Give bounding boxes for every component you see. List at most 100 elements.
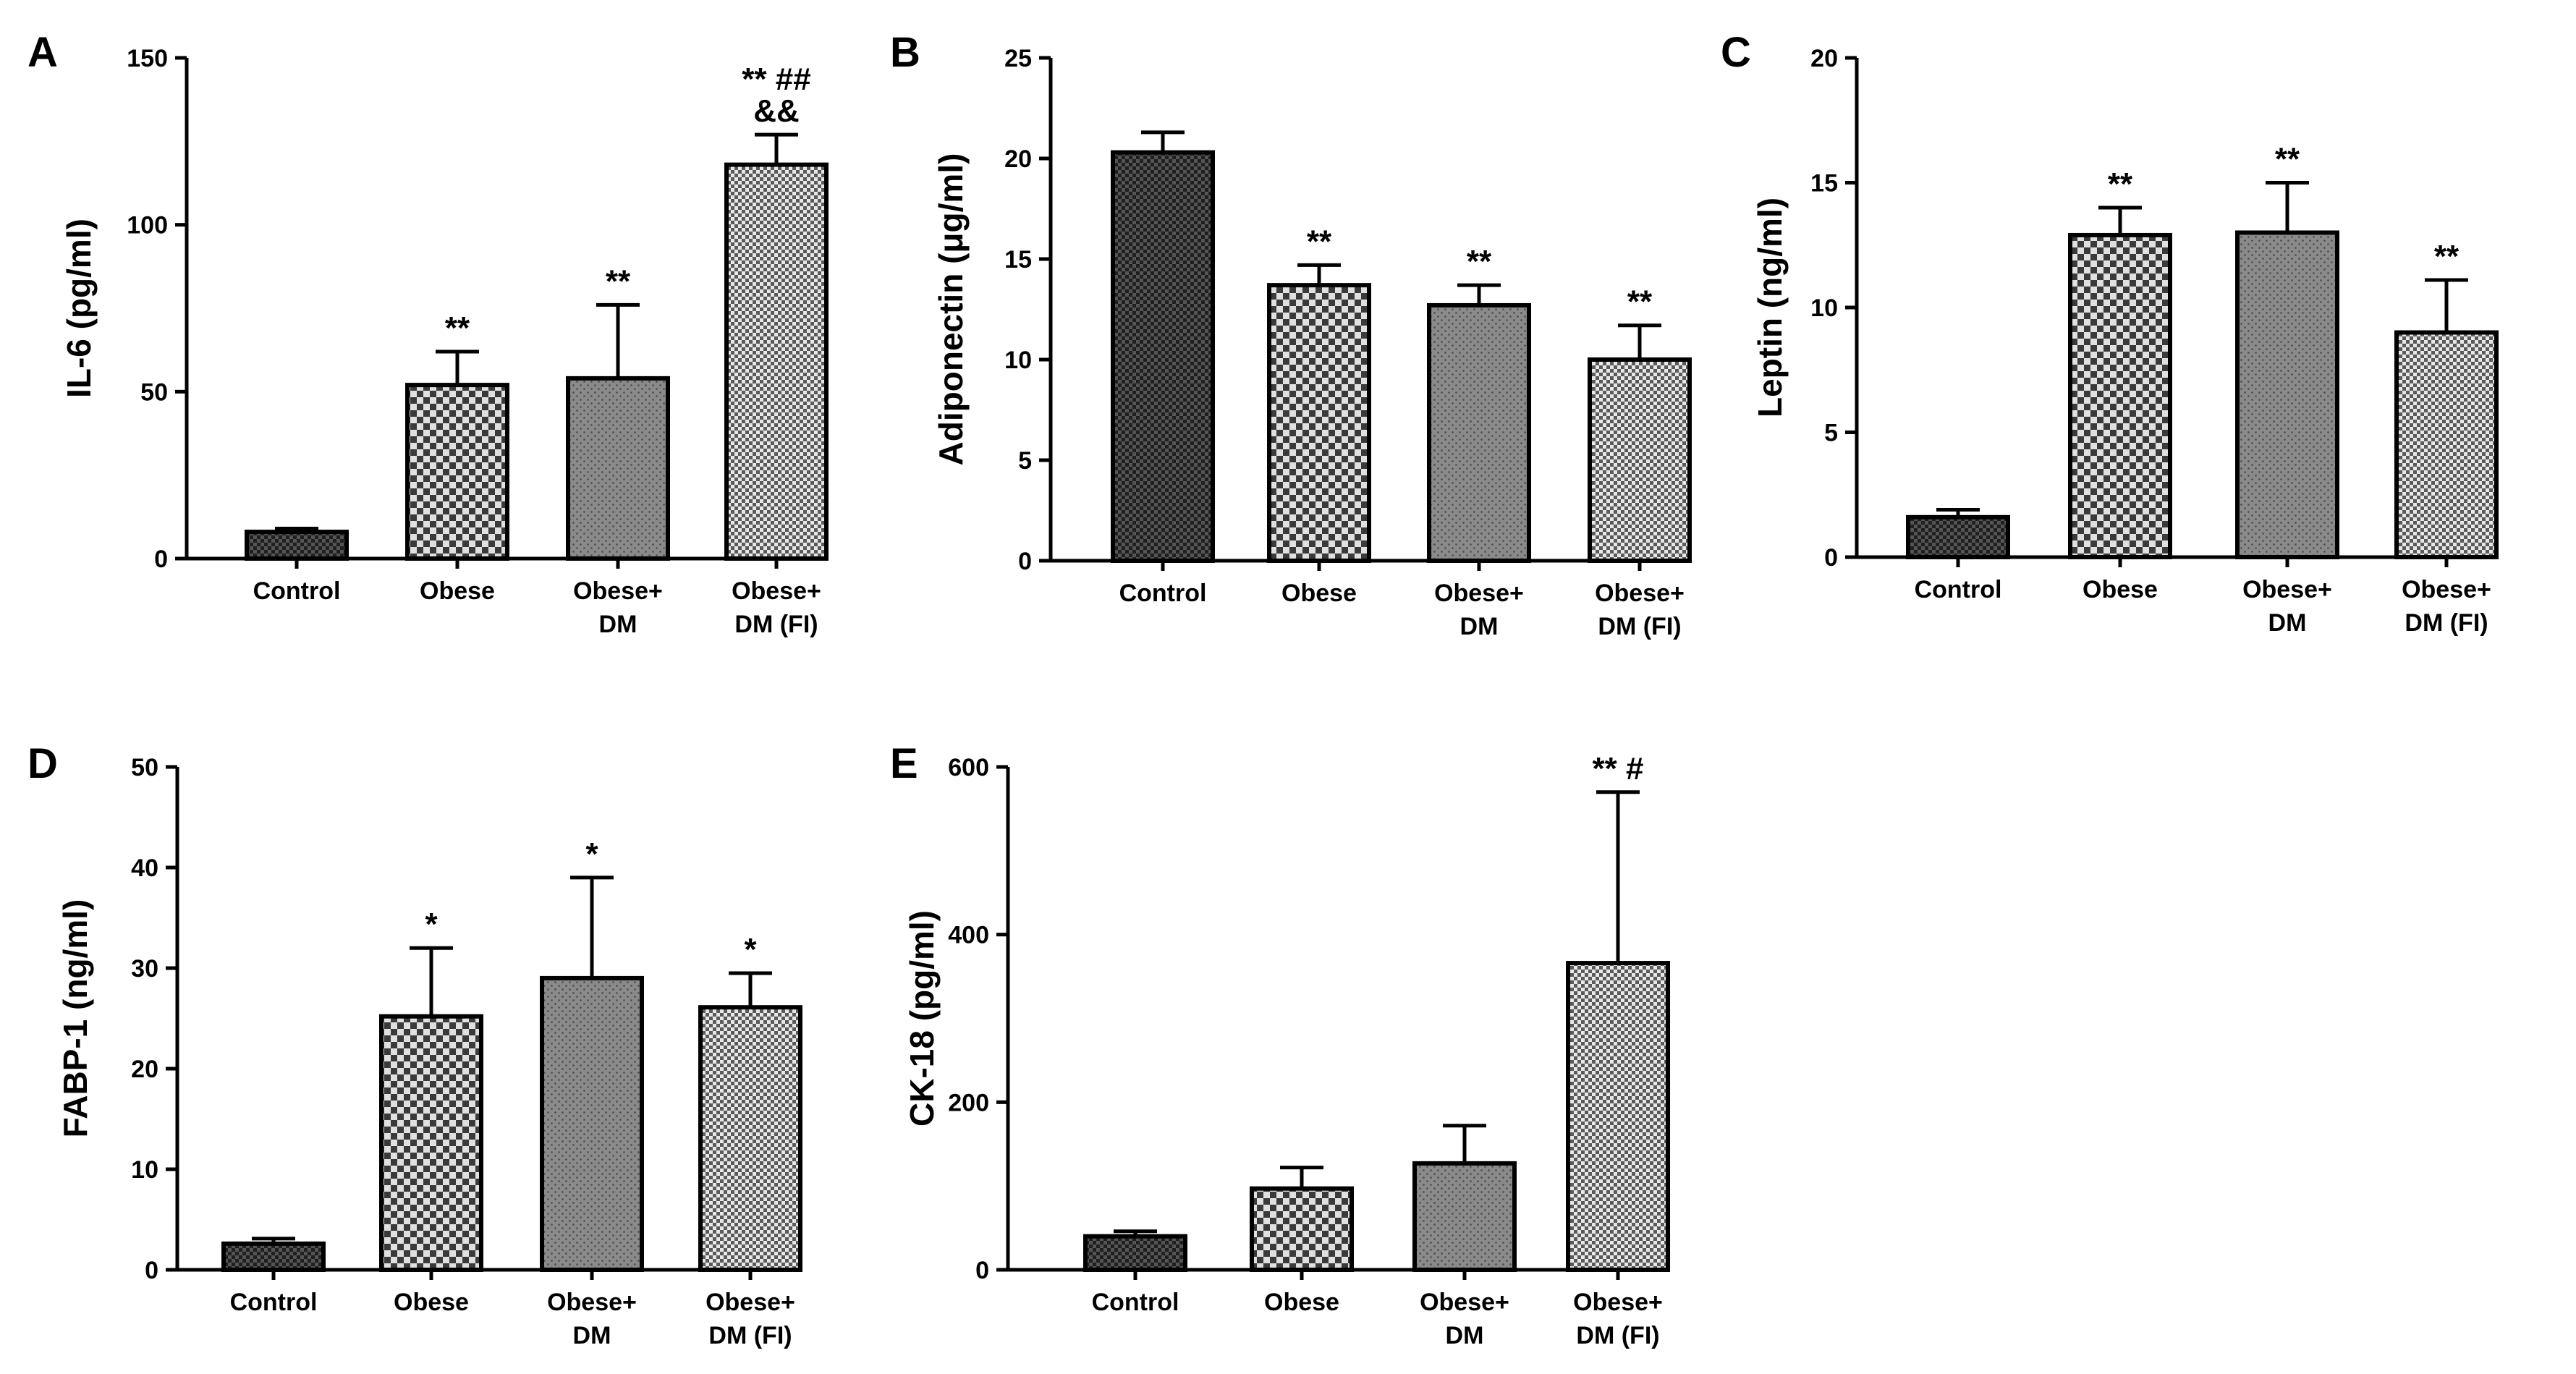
y-tick-label: 30 xyxy=(131,955,158,983)
bar xyxy=(221,1241,326,1272)
y-tick-label: 20 xyxy=(1810,45,1838,72)
y-axis-label: Leptin (ng/ml) xyxy=(1751,198,1789,417)
bar xyxy=(405,383,509,561)
y-tick-label: 50 xyxy=(140,378,168,406)
significance-label: ** xyxy=(1627,284,1653,320)
significance-label: ** xyxy=(606,263,631,299)
bar xyxy=(379,1014,483,1272)
bar xyxy=(2068,232,2172,559)
x-tick-label: Obese+ xyxy=(547,1289,637,1316)
x-tick-label: Control xyxy=(230,1289,318,1316)
y-tick-label: 40 xyxy=(131,854,158,882)
bar xyxy=(1427,302,1531,563)
panel-c: C Leptin (ng/ml) 0 5 10 15 20 Control ** Obese ** O… xyxy=(1721,29,2499,637)
y-tick-label: 0 xyxy=(154,546,168,573)
y-tick-label: 400 xyxy=(948,922,989,949)
x-tick-label: DM xyxy=(1446,1322,1484,1349)
y-tick-label: 0 xyxy=(145,1257,158,1284)
bar xyxy=(698,1005,802,1272)
x-tick-label: Obese xyxy=(420,577,495,605)
significance-label: ** xyxy=(1467,244,1492,279)
panel-letter: D xyxy=(27,740,58,787)
y-tick-label: 10 xyxy=(131,1156,158,1184)
panel-letter: E xyxy=(890,740,918,787)
panel-letter: B xyxy=(890,29,920,76)
y-tick-label: 15 xyxy=(1810,170,1838,198)
y-tick-label: 0 xyxy=(975,1257,989,1284)
y-tick-label: 0 xyxy=(1824,544,1838,572)
y-tick-label: 5 xyxy=(1824,420,1838,447)
significance-label: && xyxy=(753,93,800,129)
panel-e: E CK-18 (pg/ml) 0 200 400 600 Control Obese Obes… xyxy=(890,740,1670,1349)
x-tick-label: Obese+ xyxy=(1420,1289,1509,1316)
panel-letter: A xyxy=(27,29,58,76)
x-tick-label: DM (FI) xyxy=(734,611,818,638)
y-tick-label: 150 xyxy=(127,45,168,72)
y-tick-label: 20 xyxy=(131,1056,158,1083)
bar xyxy=(2394,330,2499,559)
x-tick-label: Obese xyxy=(2083,576,2158,603)
y-tick-label: 10 xyxy=(1004,347,1032,374)
x-tick-label: DM xyxy=(1460,613,1499,640)
bar xyxy=(1588,357,1692,563)
bar xyxy=(724,162,829,561)
significance-label: * xyxy=(585,836,598,872)
x-tick-label: Obese xyxy=(1264,1289,1339,1316)
significance-label: ** xyxy=(1307,224,1332,259)
y-axis-label: Adiponectin (μg/ml) xyxy=(932,153,970,466)
y-axis-label: IL-6 (pg/ml) xyxy=(60,219,98,398)
significance-label: * xyxy=(744,932,757,967)
bar xyxy=(540,975,644,1273)
x-tick-label: Obese xyxy=(394,1289,469,1316)
x-tick-label: DM xyxy=(2268,609,2307,637)
x-tick-label: DM (FI) xyxy=(1576,1322,1659,1349)
x-tick-label: Obese+ xyxy=(1434,580,1524,607)
significance-label: ** xyxy=(2108,166,2133,202)
x-tick-label: Control xyxy=(1092,1289,1179,1316)
panel-letter: C xyxy=(1721,29,1751,76)
significance-label: * xyxy=(425,907,438,942)
significance-label: ** ## xyxy=(742,62,810,97)
significance-label: ** xyxy=(2275,142,2300,177)
significance-label: ** # xyxy=(1593,751,1644,786)
x-tick-label: Obese+ xyxy=(1573,1289,1663,1316)
x-tick-label: Obese+ xyxy=(706,1289,795,1316)
y-tick-label: 100 xyxy=(127,212,168,239)
bar xyxy=(566,376,670,561)
y-tick-label: 200 xyxy=(948,1089,989,1116)
bar xyxy=(1412,1161,1517,1273)
y-tick-label: 600 xyxy=(948,754,989,781)
x-tick-label: Obese+ xyxy=(1595,580,1685,607)
y-axis-label: CK-18 (pg/ml) xyxy=(903,910,941,1127)
y-axis-label: FABP-1 (ng/ml) xyxy=(56,899,94,1138)
x-tick-label: Obese+ xyxy=(573,577,663,605)
x-tick-label: DM (FI) xyxy=(708,1322,792,1349)
panel-b: B Adiponectin (μg/ml) 0 5 10 15 20 25 Control ** O… xyxy=(890,29,1692,640)
y-tick-label: 20 xyxy=(1004,145,1032,173)
bar xyxy=(245,530,349,561)
bar xyxy=(1267,283,1371,563)
bar xyxy=(1111,150,1215,564)
x-tick-label: Control xyxy=(1915,576,2002,603)
y-tick-label: 15 xyxy=(1004,246,1032,273)
bar xyxy=(1250,1186,1354,1273)
x-tick-label: DM (FI) xyxy=(2405,609,2488,637)
x-tick-label: DM xyxy=(599,611,637,638)
y-tick-label: 10 xyxy=(1810,294,1838,322)
x-tick-label: Obese+ xyxy=(2402,576,2491,603)
bar xyxy=(1566,961,1670,1273)
x-tick-label: Obese xyxy=(1281,580,1357,607)
bar xyxy=(2235,230,2339,559)
x-tick-label: Control xyxy=(1119,580,1207,607)
y-tick-label: 5 xyxy=(1018,447,1032,475)
y-tick-label: 0 xyxy=(1018,548,1032,575)
x-tick-label: Control xyxy=(253,577,341,605)
bar xyxy=(1083,1234,1187,1272)
significance-label: ** xyxy=(2434,239,2460,274)
y-tick-label: 25 xyxy=(1004,45,1032,72)
x-tick-label: DM (FI) xyxy=(1598,613,1681,640)
x-tick-label: DM xyxy=(573,1322,611,1349)
panel-d: D FABP-1 (ng/ml) 0 10 20 30 40 50 Control * Obese *… xyxy=(27,740,802,1349)
y-tick-label: 50 xyxy=(131,754,158,781)
